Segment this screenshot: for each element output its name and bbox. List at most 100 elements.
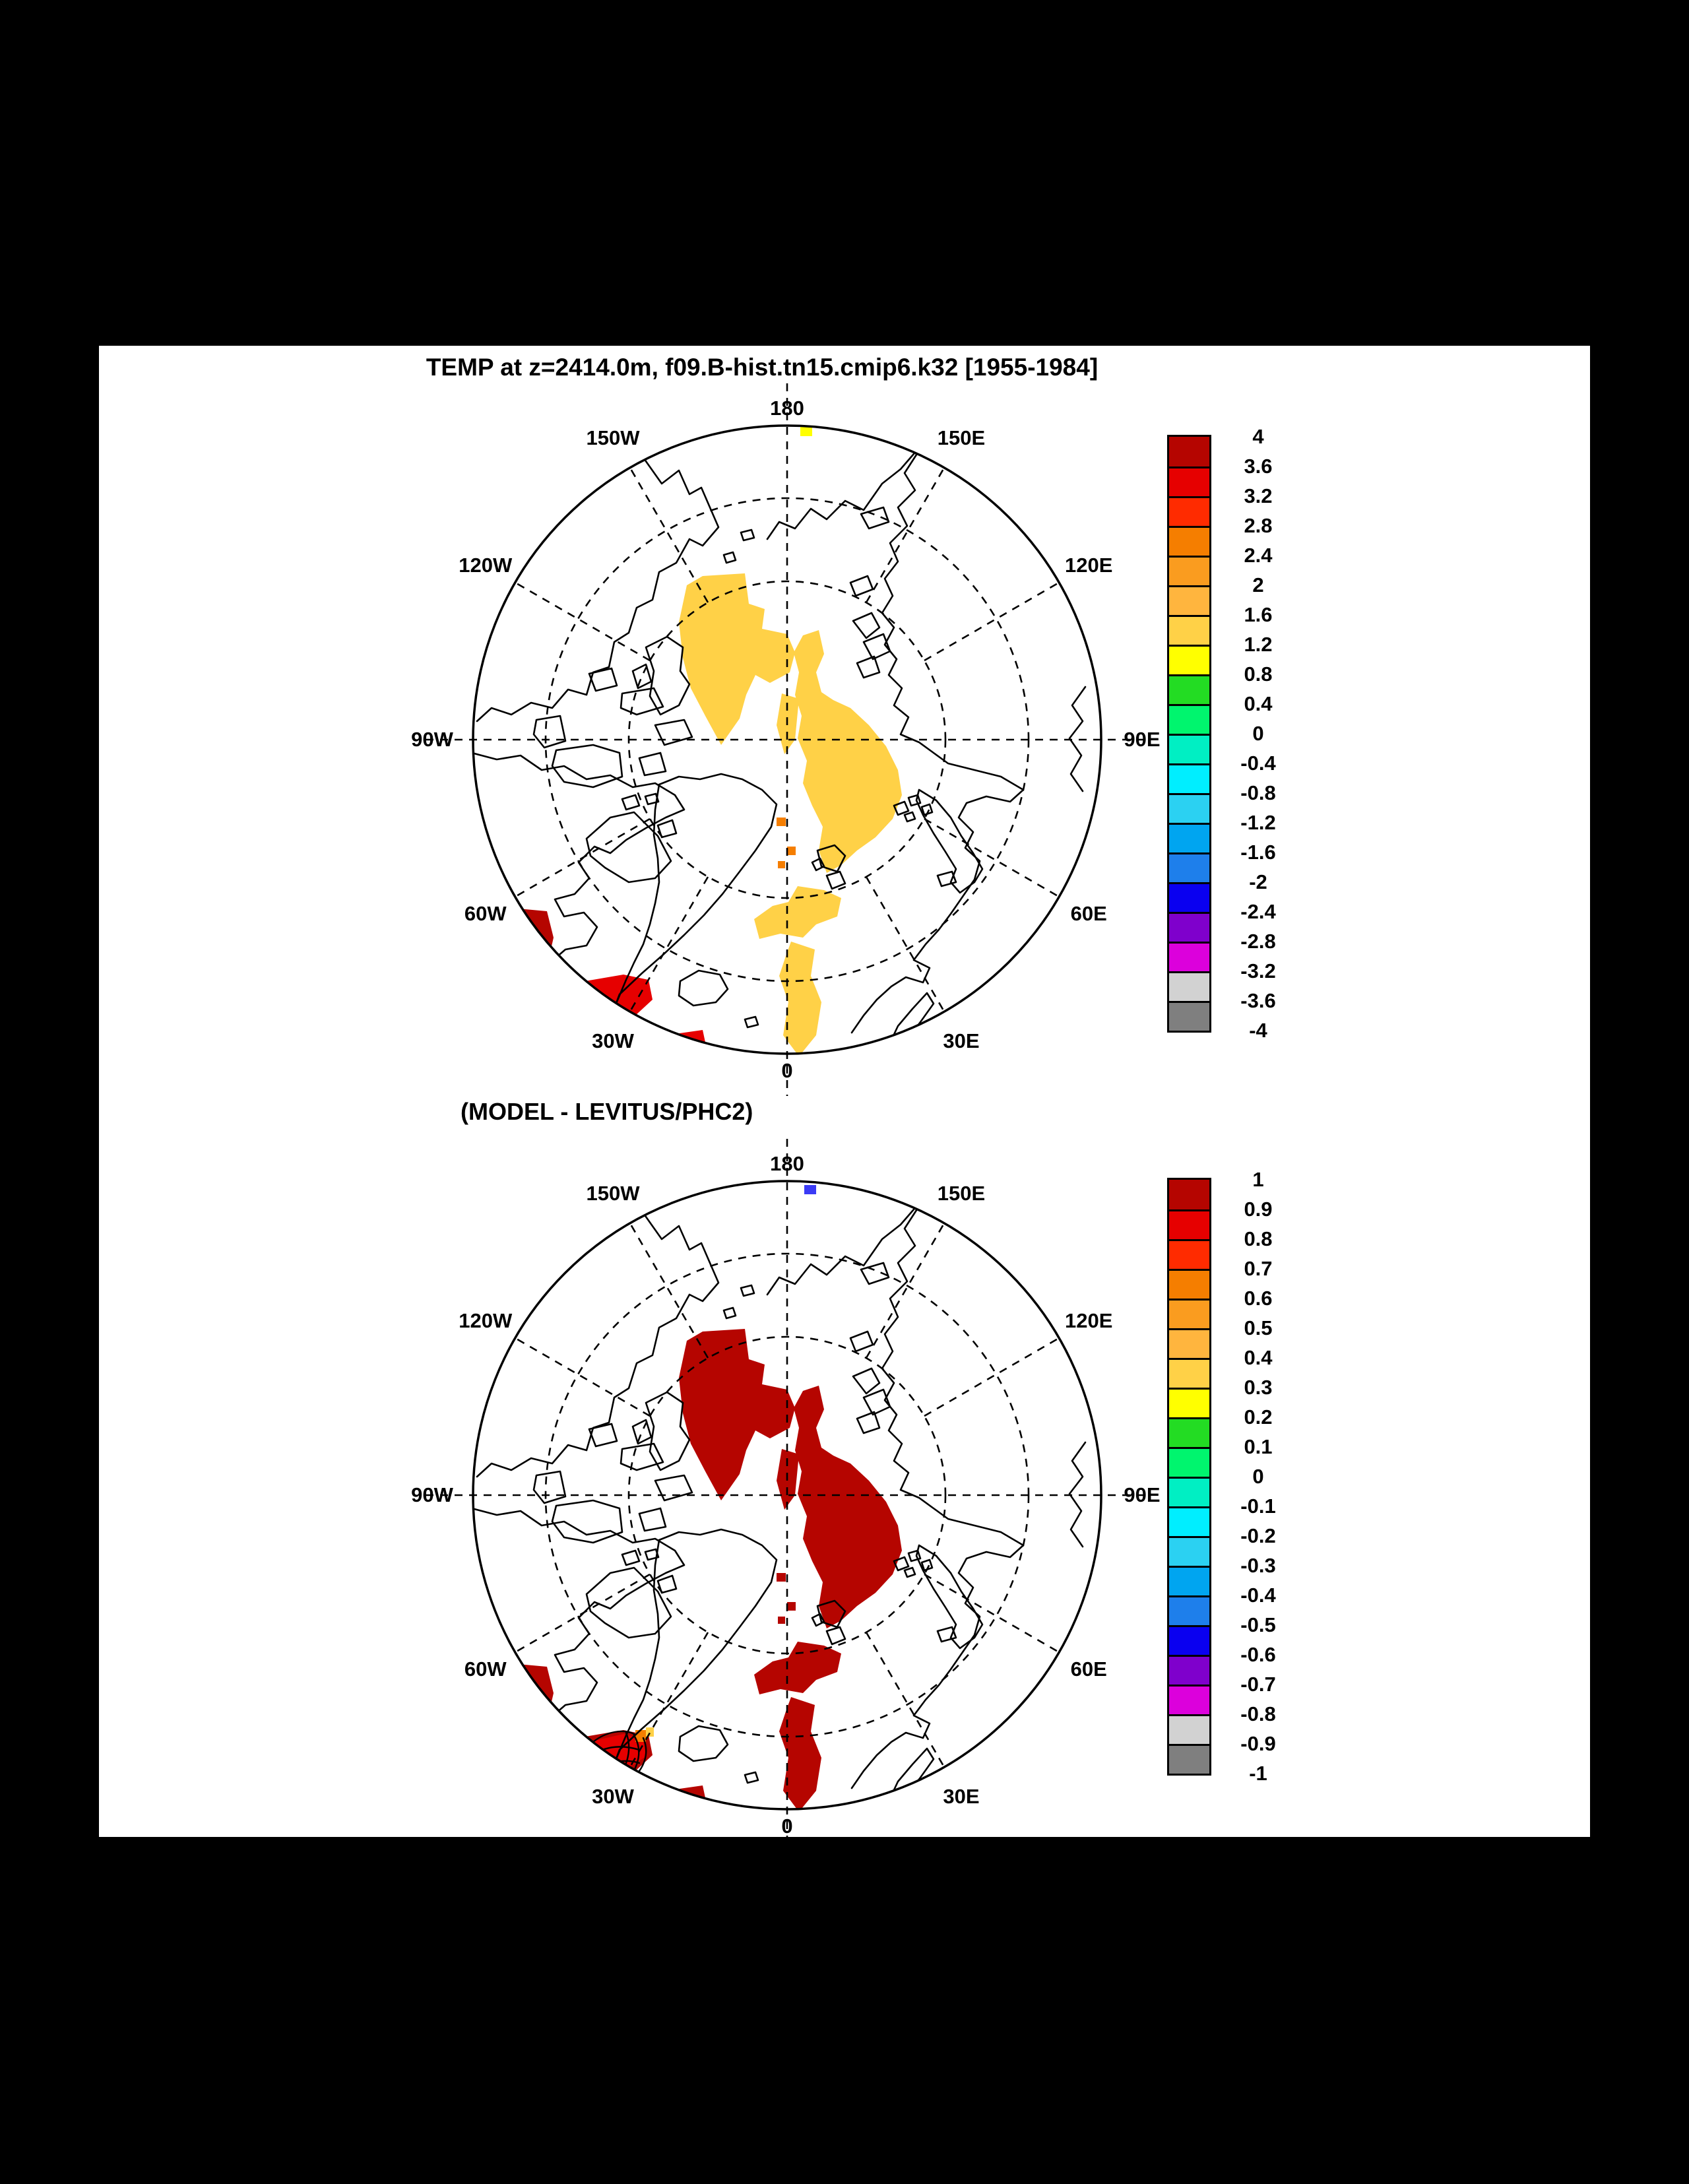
- colorbar-tick-label: 0: [1252, 1465, 1264, 1488]
- colorbar-tick-label: -0.8: [1240, 1702, 1276, 1725]
- colorbar-tick-label: -0.9: [1240, 1732, 1276, 1755]
- colorbar-tick-label: -0.8: [1240, 781, 1276, 804]
- meridian-label-60E: 60E: [1070, 902, 1107, 925]
- colorbar-cell: [1169, 1269, 1209, 1299]
- meridian-label-180: 180: [770, 1152, 804, 1175]
- colorbar-tick-label: -1.6: [1240, 841, 1276, 864]
- meridian-label-150E: 150E: [937, 426, 986, 449]
- colorbar-tick-label: 0.4: [1244, 1346, 1273, 1369]
- meridian-label-150W: 150W: [586, 426, 640, 449]
- colorbar-cell: [1169, 823, 1209, 852]
- colorbar-cell: [1169, 912, 1209, 942]
- meridian-label-120W: 120W: [459, 1309, 513, 1332]
- colorbar-cell: [1169, 1209, 1209, 1239]
- colorbar-tick-label: -3.6: [1240, 989, 1276, 1012]
- colorbar-cell: [1169, 1239, 1209, 1269]
- patch-irminger-gold-cell: [646, 1727, 654, 1737]
- colorbar-cell: [1169, 1180, 1209, 1209]
- colorbar-cell: [1169, 1299, 1209, 1328]
- colorbar-tick-label: 0.6: [1244, 1287, 1273, 1310]
- colorbar-cell: [1169, 793, 1209, 823]
- colorbar-tick-label: 2: [1252, 573, 1264, 596]
- patch-orange-cells: [777, 818, 796, 868]
- meridian-label-150E: 150E: [937, 1181, 986, 1205]
- colorbar-cell: [1169, 496, 1209, 526]
- colorbar-tick-label: 0.7: [1244, 1257, 1273, 1280]
- colorbar-tick-label: 0.2: [1244, 1405, 1273, 1429]
- colorbar-tick-label: -2: [1249, 870, 1267, 893]
- meridian-label-120E: 120E: [1065, 1309, 1113, 1332]
- patch-cells-near-0: [777, 1573, 796, 1624]
- colorbar-tick-label: 2.8: [1244, 514, 1273, 537]
- top-colorbar: 4 3.6 3.2 2.8 2.4 2 1.6 1.2 0.8 0.4 0 -0.4 -0.8 -1.2 -…: [1167, 425, 1276, 1042]
- meridian-label-90E: 90E: [1124, 728, 1161, 751]
- colorbar-tick-label: 0.1: [1244, 1435, 1273, 1458]
- colorbar-cell: [1169, 971, 1209, 1001]
- colorbar-cell: [1169, 734, 1209, 763]
- colorbar-tick-label: 0.4: [1244, 692, 1273, 715]
- meridian-label-150W: 150W: [586, 1181, 640, 1205]
- map-boundary-circle: [472, 424, 1102, 1055]
- colorbar-tick-label: -4: [1249, 1019, 1267, 1042]
- colorbar-cell: [1169, 556, 1209, 585]
- colorbar-cell: [1169, 1744, 1209, 1774]
- colorbar-cell: [1169, 1685, 1209, 1714]
- colorbar-tick-label: -1.2: [1240, 811, 1276, 834]
- colorbar-cell: [1169, 1417, 1209, 1447]
- colorbar-tick-label: -0.7: [1240, 1673, 1276, 1696]
- colorbar-tick-label: -1: [1249, 1762, 1267, 1785]
- meridian-label-180: 180: [770, 397, 804, 420]
- colorbar-tick-label: 0.8: [1244, 662, 1273, 686]
- colorbar-tick-label: -2.4: [1240, 900, 1276, 923]
- colorbar-cell: [1169, 1655, 1209, 1685]
- colorbar-tick-label: -0.6: [1240, 1643, 1276, 1666]
- patch-blue-cell-180: [804, 1185, 816, 1194]
- meridian-label-90E: 90E: [1124, 1483, 1161, 1506]
- colorbar-cell: [1169, 1358, 1209, 1388]
- colorbar-tick-label: 0.5: [1244, 1316, 1273, 1339]
- meridian-label-0: 0: [781, 1059, 793, 1082]
- colorbar-cell: [1169, 763, 1209, 793]
- colorbar-cell: [1169, 1477, 1209, 1506]
- meridian-label-30E: 30E: [943, 1029, 980, 1053]
- meridian-label-60W: 60W: [464, 1657, 507, 1681]
- colorbar-cell: [1169, 526, 1209, 556]
- meridian-label-120E: 120E: [1065, 554, 1113, 577]
- colorbar-cell: [1169, 674, 1209, 704]
- colorbar-cell: [1169, 1328, 1209, 1358]
- bottom-map: [424, 1138, 1150, 1853]
- top-map: [424, 382, 1150, 1097]
- colorbar-cell: [1169, 1625, 1209, 1655]
- colorbar-tick-label: 2.4: [1244, 544, 1273, 567]
- map-boundary-circle: [472, 1180, 1102, 1811]
- colorbar-tick-label: -0.2: [1240, 1524, 1276, 1547]
- colorbar-cell: [1169, 1595, 1209, 1625]
- colorbar-cell: [1169, 466, 1209, 496]
- colorbar-tick-label: -0.1: [1240, 1494, 1276, 1518]
- colorbar-tick-label: 1.2: [1244, 633, 1273, 656]
- colorbar-tick-label: 0: [1252, 722, 1264, 745]
- patch-band: [794, 1386, 902, 1628]
- bottom-colorbar: 1 0.9 0.8 0.7 0.6 0.5 0.4 0.3 0.2 0.1 0 -0.1 -0.2 -0.…: [1167, 1168, 1276, 1785]
- colorbar-cell: [1169, 615, 1209, 645]
- top-plot-title: TEMP at z=2414.0m, f09.B-hist.tn15.cmip6…: [426, 354, 1099, 381]
- colorbar-cell: [1169, 1388, 1209, 1417]
- colorbar-cell: [1169, 645, 1209, 674]
- colorbar-tick-label: -0.3: [1240, 1554, 1276, 1577]
- colorbar-cell: [1169, 942, 1209, 971]
- colorbar-tick-label: -0.4: [1240, 1584, 1276, 1607]
- colorbar-cell: [1169, 704, 1209, 734]
- colorbar-tick-label: 0.3: [1244, 1376, 1273, 1399]
- colorbar-tick-label: 0.8: [1244, 1227, 1273, 1250]
- meridian-label-0: 0: [781, 1815, 793, 1838]
- colorbar-tick-label: 1.6: [1244, 603, 1273, 626]
- colorbar-tick-label: 1: [1252, 1168, 1264, 1191]
- colorbar-cell: [1169, 1536, 1209, 1566]
- patch-band: [794, 630, 902, 873]
- bottom-plot-subtitle: (MODEL - LEVITUS/PHC2): [461, 1098, 753, 1125]
- colorbar-tick-label: -0.4: [1240, 752, 1276, 775]
- patch-cell-nw-svalbard: [794, 1656, 808, 1671]
- colorbar-cell: [1169, 585, 1209, 615]
- meridian-label-30W: 30W: [592, 1029, 634, 1053]
